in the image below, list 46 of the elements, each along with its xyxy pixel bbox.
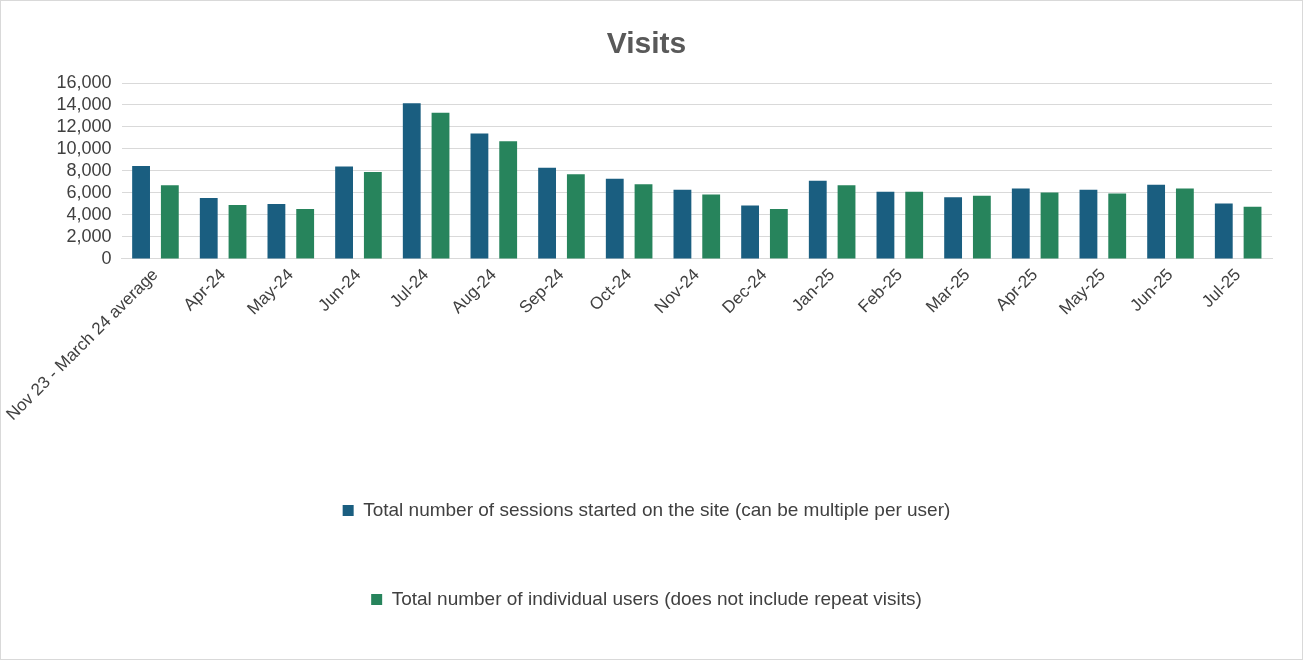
chart-title: Visits (606, 26, 687, 60)
bar (1108, 193, 1127, 259)
bar (1079, 189, 1098, 259)
bar (634, 184, 653, 259)
bar (972, 195, 991, 259)
bar (296, 208, 315, 259)
bar (335, 166, 353, 259)
bar (944, 197, 963, 259)
bar (499, 141, 518, 259)
y-tick-label: 8,000 (66, 159, 112, 180)
legend-label: Total number of sessions started on the site (can be multiple per user) (363, 498, 951, 520)
legend-label: Total number of individual users (does not include repeat visits) (391, 587, 922, 609)
bar (769, 208, 788, 259)
bar (1175, 188, 1194, 259)
bar (160, 185, 179, 259)
bar (1147, 184, 1166, 259)
y-tick-label: 2,000 (66, 225, 112, 246)
bar (1243, 206, 1262, 259)
bar (1011, 188, 1030, 259)
y-tick-label: 16,000 (56, 71, 112, 92)
bar (741, 205, 760, 259)
bar (538, 167, 557, 259)
bar (905, 191, 924, 259)
bar (228, 205, 247, 259)
bar (876, 191, 895, 259)
bar (837, 185, 856, 259)
y-tick-label: 4,000 (66, 203, 112, 224)
bar (470, 133, 489, 259)
bar (605, 178, 624, 259)
bar (1040, 192, 1059, 259)
bar (267, 203, 286, 259)
y-tick-label: 6,000 (66, 181, 112, 202)
bar (431, 112, 450, 259)
y-tick-label: 12,000 (56, 115, 112, 136)
bar (702, 194, 721, 259)
bar (402, 103, 421, 259)
bar (1214, 203, 1233, 259)
bar (808, 180, 827, 259)
y-tick-label: 14,000 (56, 93, 112, 114)
bar (132, 166, 150, 259)
bar (363, 172, 382, 259)
bar (673, 189, 692, 259)
bar (566, 174, 585, 259)
y-tick-label: 0 (101, 247, 112, 268)
y-tick-label: 10,000 (56, 137, 112, 158)
bar (199, 197, 218, 259)
